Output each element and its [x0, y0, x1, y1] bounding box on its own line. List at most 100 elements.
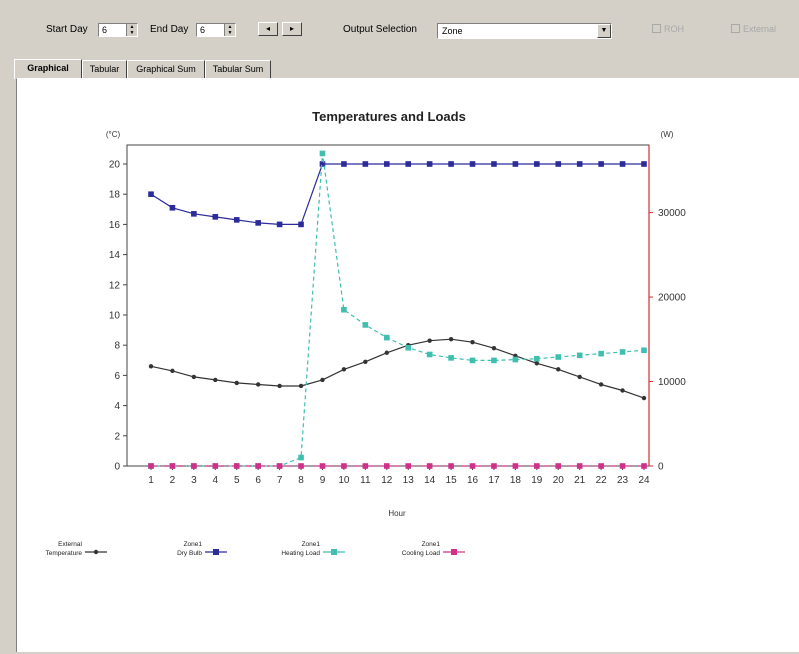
plot-area: [126, 144, 650, 467]
tab-graphical-sum[interactable]: Graphical Sum: [127, 60, 205, 78]
zone1-cooling-load-point: [169, 463, 176, 469]
zone1-dry-bulb-point: [233, 217, 240, 223]
zone1-heating-load-point: [576, 352, 583, 359]
zone1-cooling-load-point: [383, 463, 390, 469]
external-temperature-point: [641, 395, 647, 401]
zone1-heating-load-point: [619, 349, 626, 355]
external-temperature-point: [384, 350, 389, 355]
y-left-tick-label: 20: [109, 160, 121, 171]
legend-label-line1: Zone1: [184, 541, 203, 548]
chart-series: [148, 150, 647, 469]
left-axis-unit: (°C): [106, 130, 121, 139]
temperatures-loads-chart: Temperatures and Loads (°C) (W) Hour 024…: [46, 109, 687, 557]
external-temperature-point: [148, 364, 154, 369]
y-left-tick-label: 14: [109, 250, 121, 261]
zone1-heating-load-point: [491, 357, 497, 364]
zone1-cooling-load-point: [426, 463, 433, 469]
zone1-cooling-load-point: [233, 463, 240, 469]
x-tick-label: 17: [488, 475, 500, 486]
x-axis-label: Hour: [388, 509, 406, 518]
checkbox-icon: [652, 24, 661, 33]
x-tick-label: 11: [360, 475, 371, 486]
y-left-tick-label: 16: [109, 220, 121, 231]
zone1-heating-load-point: [426, 351, 433, 358]
output-selection-dropdown[interactable]: Zone ▼: [437, 23, 612, 39]
spinner-arrows-icon[interactable]: ▲ ▼: [224, 24, 235, 36]
zone1-heating-load-point: [362, 322, 369, 328]
zone1-dry-bulb-point: [298, 221, 304, 228]
zone1-dry-bulb-point: [619, 161, 626, 167]
legend-label-line1: External: [58, 541, 82, 548]
x-tick-label: 3: [191, 475, 197, 486]
zone1-heating-load-point: [448, 355, 454, 361]
x-tick-label: 2: [170, 475, 176, 486]
x-tick-label: 6: [255, 475, 261, 486]
y-left-tick-label: 10: [109, 311, 121, 322]
x-tick-label: 13: [403, 475, 415, 486]
zone1-dry-bulb-point: [576, 161, 583, 167]
zone1-dry-bulb-point: [212, 214, 219, 220]
external-temperature-point: [234, 380, 239, 386]
zone1-dry-bulb-point: [255, 220, 261, 226]
start-day-spinner[interactable]: 6 ▲ ▼: [98, 23, 138, 37]
x-tick-label: 4: [213, 475, 219, 486]
external-temperature-point: [577, 374, 582, 380]
external-temperature-point: [320, 377, 325, 383]
y-left-tick-label: 4: [114, 401, 120, 412]
spinner-arrows-icon[interactable]: ▲ ▼: [126, 24, 137, 36]
output-selection-value: Zone: [442, 26, 463, 36]
zone1-cooling-load-point: [212, 463, 219, 469]
zone1-cooling-load-point: [555, 463, 562, 469]
legend-label-line1: Zone1: [422, 541, 441, 548]
y-left-tick-label: 0: [114, 462, 120, 473]
legend-swatch-marker: [451, 549, 457, 555]
next-day-button[interactable]: ▸: [282, 22, 302, 36]
zone1-cooling-load-point: [598, 463, 604, 469]
zone1-heating-load-point: [383, 334, 390, 341]
end-day-spinner[interactable]: 6 ▲ ▼: [196, 23, 236, 37]
plot-border: [126, 144, 650, 467]
zone1-dry-bulb-point: [169, 204, 176, 211]
zone1-cooling-load-point: [576, 463, 583, 469]
x-tick-label: 20: [553, 475, 565, 486]
zone1-dry-bulb-point: [491, 161, 497, 167]
zone1-dry-bulb-point: [148, 191, 154, 197]
checkbox-icon: [731, 24, 740, 33]
x-tick-label: 12: [381, 475, 393, 486]
zone1-cooling-load-point: [255, 463, 261, 469]
zone1-dry-bulb-point: [319, 161, 326, 167]
x-tick-label: 21: [574, 475, 586, 486]
external-temperature-point: [556, 367, 561, 372]
zone1-cooling-load-point: [405, 463, 412, 469]
tab-tabular-sum[interactable]: Tabular Sum: [205, 60, 271, 78]
tab-tabular[interactable]: Tabular: [82, 60, 127, 78]
tab-graphical[interactable]: Graphical: [14, 59, 82, 79]
zone1-cooling-load-point: [512, 463, 519, 469]
zone1-heating-load-point: [341, 306, 347, 313]
external-checkbox-label: External: [743, 24, 777, 34]
zone1-dry-bulb-point: [469, 161, 476, 167]
legend-label-line2: Dry Bulb: [177, 550, 202, 557]
previous-day-button[interactable]: ◂: [258, 22, 278, 36]
zone1-heating-load-point: [319, 150, 326, 157]
chart-title: Temperatures and Loads: [312, 109, 466, 124]
external-temperature-point: [170, 368, 175, 374]
zone1-heating-load-point: [512, 356, 519, 363]
zone1-heating-load-line: [151, 153, 645, 467]
toolbar: Start Day 6 ▲ ▼ End Day 6 ▲ ▼ ◂ ▸ Output S…: [0, 0, 799, 54]
zone1-dry-bulb-point: [405, 161, 412, 167]
x-tick-label: 5: [234, 475, 240, 486]
x-tick-label: 19: [531, 475, 543, 486]
y-right-tick-label: 0: [658, 462, 664, 473]
zone1-dry-bulb-point: [362, 161, 369, 167]
y-left-tick-label: 8: [114, 341, 120, 352]
zone1-cooling-load-point: [641, 463, 647, 469]
zone1-heating-load-point: [298, 454, 304, 461]
zone1-dry-bulb-point: [641, 161, 647, 167]
chevron-down-icon[interactable]: ▼: [597, 24, 611, 38]
external-checkbox[interactable]: External: [731, 24, 776, 34]
start-day-label: Start Day: [46, 24, 88, 35]
roh-checkbox[interactable]: ROH: [652, 24, 684, 34]
y-left-tick-label: 12: [109, 280, 121, 291]
